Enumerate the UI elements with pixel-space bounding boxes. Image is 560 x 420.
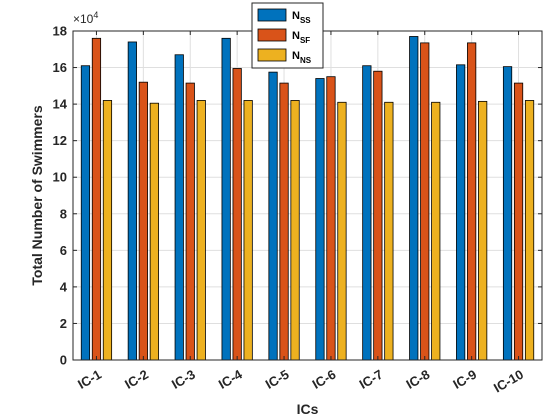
y-tick-label: 6 [60, 243, 67, 258]
bar-sf-ic-6 [326, 76, 336, 361]
bar-sf-ic-4 [232, 68, 242, 361]
bar-sf-ic-1 [91, 37, 102, 361]
y-tick-label: 16 [53, 60, 67, 75]
bar-ss-ic-9 [456, 64, 466, 361]
bar-ss-ic-4 [221, 37, 231, 361]
bar-ns-ic-9 [478, 100, 488, 361]
bar-ns-ic-3 [196, 100, 206, 361]
y-tick-label: 8 [60, 206, 67, 221]
legend-swatch-ns [257, 48, 287, 62]
bar-ss-ic-2 [127, 41, 137, 361]
bar-ss-ic-8 [409, 36, 419, 361]
legend-label-ss: NSS [292, 10, 311, 25]
y-tick-label: 2 [60, 316, 67, 331]
bar-sf-ic-10 [513, 82, 524, 361]
x-axis-title: ICs [297, 401, 319, 417]
exponent-power: 4 [93, 10, 98, 20]
bar-sf-ic-3 [185, 82, 195, 361]
bar-ns-ic-7 [384, 101, 394, 361]
bar-sf-ic-2 [138, 81, 148, 361]
bar-ss-ic-5 [268, 71, 278, 361]
bar-ss-ic-7 [362, 65, 372, 361]
bar-ns-ic-6 [337, 101, 347, 361]
legend-label-sf: NSF [292, 30, 310, 45]
bar-ns-ic-10 [524, 100, 535, 361]
bar-ss-ic-1 [80, 65, 91, 361]
y-tick-label: 14 [53, 97, 68, 112]
bar-ns-ic-1 [102, 100, 113, 361]
bar-ss-ic-10 [502, 66, 513, 361]
y-tick-label: 18 [53, 24, 67, 39]
legend-swatch-ss [257, 8, 287, 22]
bar-ns-ic-2 [149, 102, 159, 361]
y-axis: 0 2 4 6 8 10 12 14 16 18 [53, 24, 542, 368]
bar-sf-ic-5 [279, 82, 289, 361]
legend-label-ns: NNS [292, 50, 312, 65]
bar-ns-ic-5 [290, 100, 300, 361]
bar-ns-ic-4 [243, 100, 253, 361]
y-tick-label: 4 [60, 279, 68, 294]
bar-ss-ic-3 [174, 54, 184, 361]
bar-sf-ic-7 [373, 70, 383, 361]
bar-ss-ic-6 [315, 78, 325, 361]
bar-ns-ic-8 [431, 101, 441, 361]
y-axis-exponent: ×104 [73, 10, 98, 26]
legend: NSS NSF NNS [251, 2, 324, 69]
exponent-base: ×10 [73, 12, 94, 26]
y-axis-title: Total Number of Swimmers [29, 105, 45, 285]
bar-sf-ic-9 [467, 42, 477, 361]
legend-swatch-sf [257, 28, 287, 42]
bar-group [80, 36, 535, 361]
y-tick-label: 0 [60, 353, 67, 368]
y-tick-label: 10 [53, 170, 67, 185]
y-tick-label: 12 [53, 133, 67, 148]
bar-sf-ic-8 [420, 42, 430, 361]
